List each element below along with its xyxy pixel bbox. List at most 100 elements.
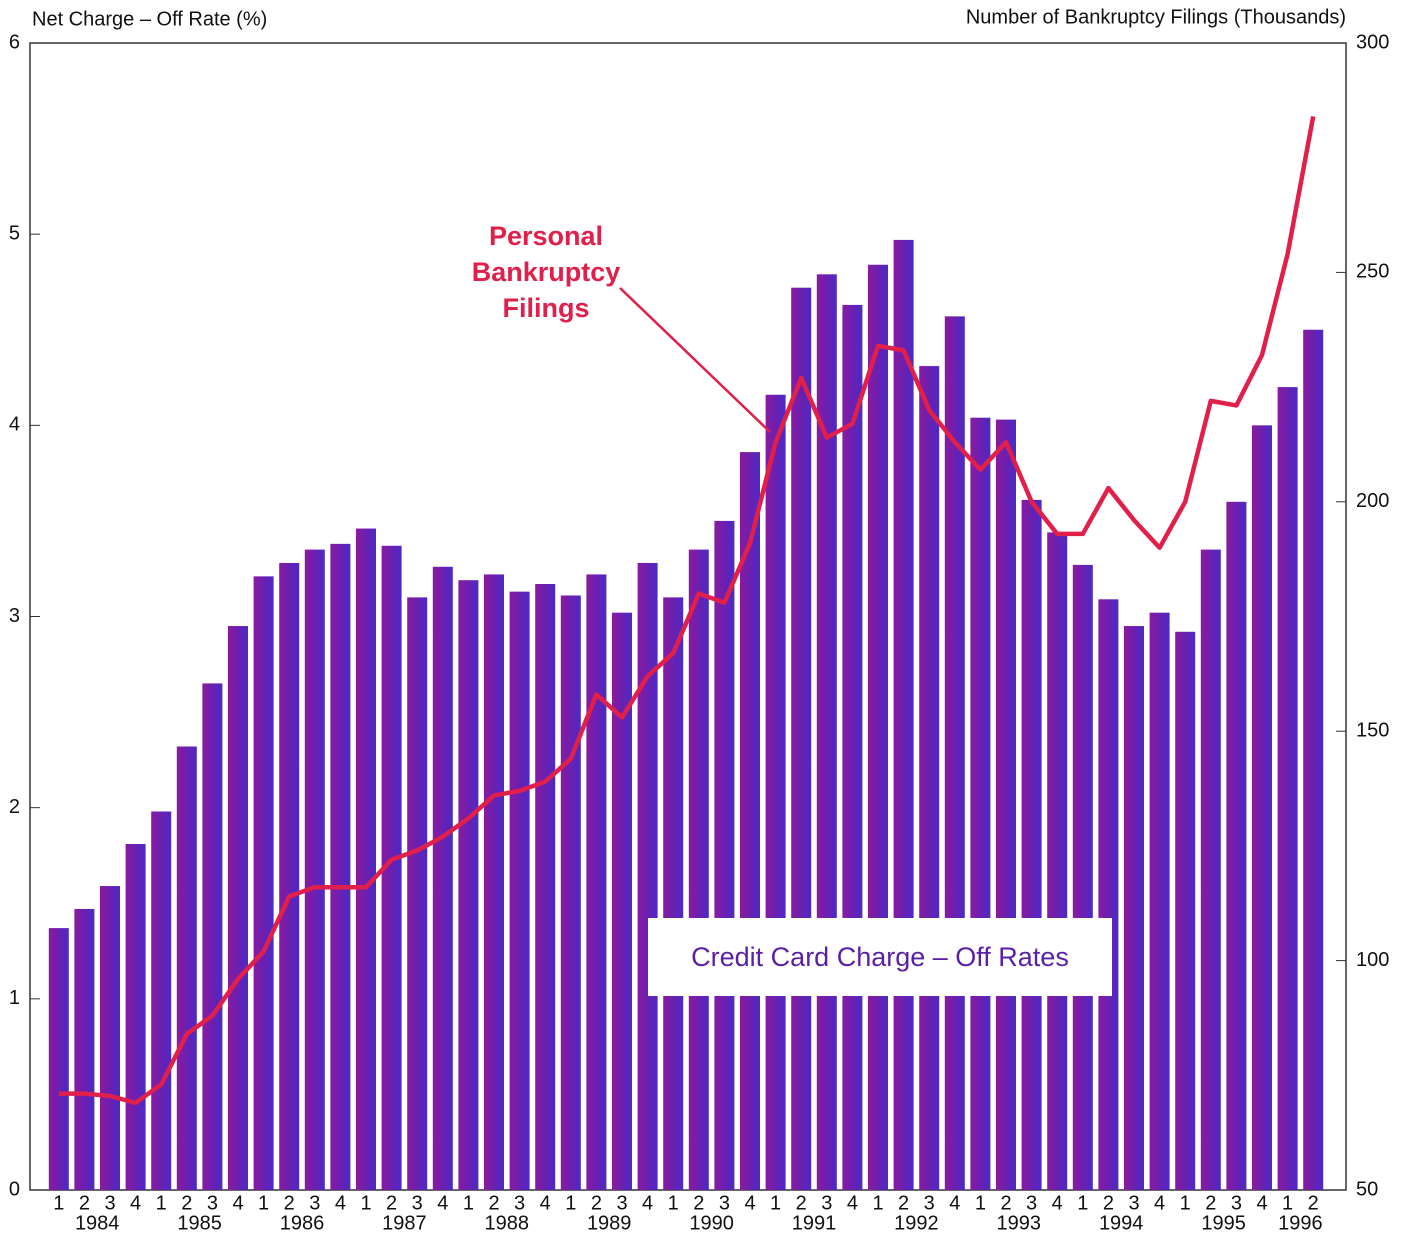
- x-tick-label: 4: [540, 1192, 551, 1214]
- x-tick-label: 3: [207, 1192, 218, 1214]
- bar: [1200, 549, 1221, 1190]
- bar: [176, 746, 197, 1190]
- bar: [304, 549, 325, 1190]
- bar: [509, 591, 530, 1190]
- y2-tick-label: 50: [1356, 1178, 1378, 1200]
- x-tick-label: 4: [130, 1192, 141, 1214]
- y2-tick-label: 150: [1356, 719, 1389, 741]
- x-tick-label: 4: [335, 1192, 346, 1214]
- bar: [458, 580, 479, 1190]
- y-tick-label: 3: [9, 605, 20, 627]
- label-box: [648, 918, 1112, 996]
- x-tick-label: 2: [181, 1192, 192, 1214]
- x-tick-label: 1: [463, 1192, 474, 1214]
- bar: [48, 928, 69, 1190]
- x-tick-label: 1: [360, 1192, 371, 1214]
- bar: [279, 562, 300, 1190]
- x-tick-label: 4: [1256, 1192, 1267, 1214]
- y-tick-label: 2: [9, 796, 20, 818]
- year-label: 1988: [485, 1212, 530, 1234]
- x-tick-label: 2: [796, 1192, 807, 1214]
- year-label: 1986: [280, 1212, 325, 1234]
- y-tick-label: 6: [9, 31, 20, 53]
- y-tick-label: 1: [9, 987, 20, 1009]
- bar: [868, 264, 888, 1191]
- x-tick-label: 1: [53, 1192, 64, 1214]
- year-label: 1995: [1201, 1212, 1246, 1234]
- x-tick-label: 1: [565, 1192, 576, 1214]
- x-tick-label: 4: [437, 1192, 448, 1214]
- series-label: Bankruptcy: [472, 257, 621, 287]
- bar: [1047, 532, 1068, 1190]
- bar: [228, 626, 248, 1190]
- bar: [893, 239, 914, 1190]
- bar: [432, 566, 453, 1190]
- bar: [151, 811, 172, 1190]
- x-tick-label: 2: [591, 1192, 602, 1214]
- bar: [919, 366, 940, 1190]
- x-tick-label: 3: [309, 1192, 320, 1214]
- x-tick-label: 2: [1000, 1192, 1011, 1214]
- x-tick-label: 1: [975, 1192, 986, 1214]
- bar: [612, 612, 632, 1190]
- y2-tick-label: 100: [1356, 949, 1389, 971]
- line: [58, 115, 1316, 1106]
- bar: [535, 584, 556, 1190]
- bar: [688, 549, 709, 1190]
- bar: [714, 520, 735, 1190]
- x-tick-label: 1: [258, 1192, 269, 1214]
- year-label: 1984: [75, 1212, 120, 1234]
- x-tick-label: 3: [1231, 1192, 1242, 1214]
- y-tick-label: 4: [9, 414, 20, 436]
- series-label: Filings: [503, 293, 590, 323]
- bar: [1175, 631, 1196, 1190]
- bar: [765, 394, 786, 1190]
- x-tick-label: 2: [79, 1192, 90, 1214]
- x-tick-label: 3: [1026, 1192, 1037, 1214]
- bar: [381, 545, 402, 1190]
- bar: [407, 597, 428, 1190]
- bar: [560, 595, 581, 1190]
- year-label: 1992: [894, 1212, 939, 1234]
- bar: [100, 886, 120, 1190]
- x-tick-label: 4: [1052, 1192, 1063, 1214]
- y-tick-label: 5: [9, 222, 20, 244]
- x-tick-label: 1: [156, 1192, 167, 1214]
- bar: [253, 576, 274, 1190]
- y2-tick-label: 200: [1356, 490, 1389, 512]
- x-tick-label: 2: [1103, 1192, 1114, 1214]
- bar: [1277, 387, 1298, 1191]
- x-tick-label: 2: [898, 1192, 909, 1214]
- y-axis-label: Net Charge – Off Rate (%): [32, 8, 267, 30]
- bar: [484, 574, 504, 1190]
- x-tick-label: 3: [1128, 1192, 1139, 1214]
- bar: [125, 843, 146, 1190]
- x-tick-label: 4: [1154, 1192, 1165, 1214]
- bar: [970, 417, 991, 1191]
- bar: [1098, 599, 1119, 1190]
- x-tick-label: 3: [821, 1192, 832, 1214]
- x-tick-label: 4: [642, 1192, 653, 1214]
- x-tick-label: 1: [872, 1192, 883, 1214]
- bar: [1226, 501, 1247, 1190]
- bar: [842, 304, 863, 1191]
- year-label: 1996: [1278, 1212, 1323, 1234]
- x-tick-label: 1: [1282, 1192, 1293, 1214]
- x-tick-label: 3: [924, 1192, 935, 1214]
- pointer: [619, 287, 771, 433]
- year-label: 1991: [792, 1212, 837, 1234]
- bar: [663, 597, 684, 1190]
- bar: [330, 543, 351, 1190]
- bar: [1124, 626, 1144, 1190]
- bar: [816, 274, 837, 1191]
- x-tick-label: 2: [1308, 1192, 1319, 1214]
- year-label: 1994: [1099, 1212, 1144, 1234]
- x-tick-label: 3: [412, 1192, 423, 1214]
- x-tick-label: 1: [1077, 1192, 1088, 1214]
- y2-tick-label: 250: [1356, 261, 1389, 283]
- x-tick-label: 4: [847, 1192, 858, 1214]
- bar: [1072, 564, 1093, 1190]
- bar: [1252, 425, 1272, 1190]
- year-label: 1985: [177, 1212, 222, 1234]
- year-label: 1993: [997, 1212, 1042, 1234]
